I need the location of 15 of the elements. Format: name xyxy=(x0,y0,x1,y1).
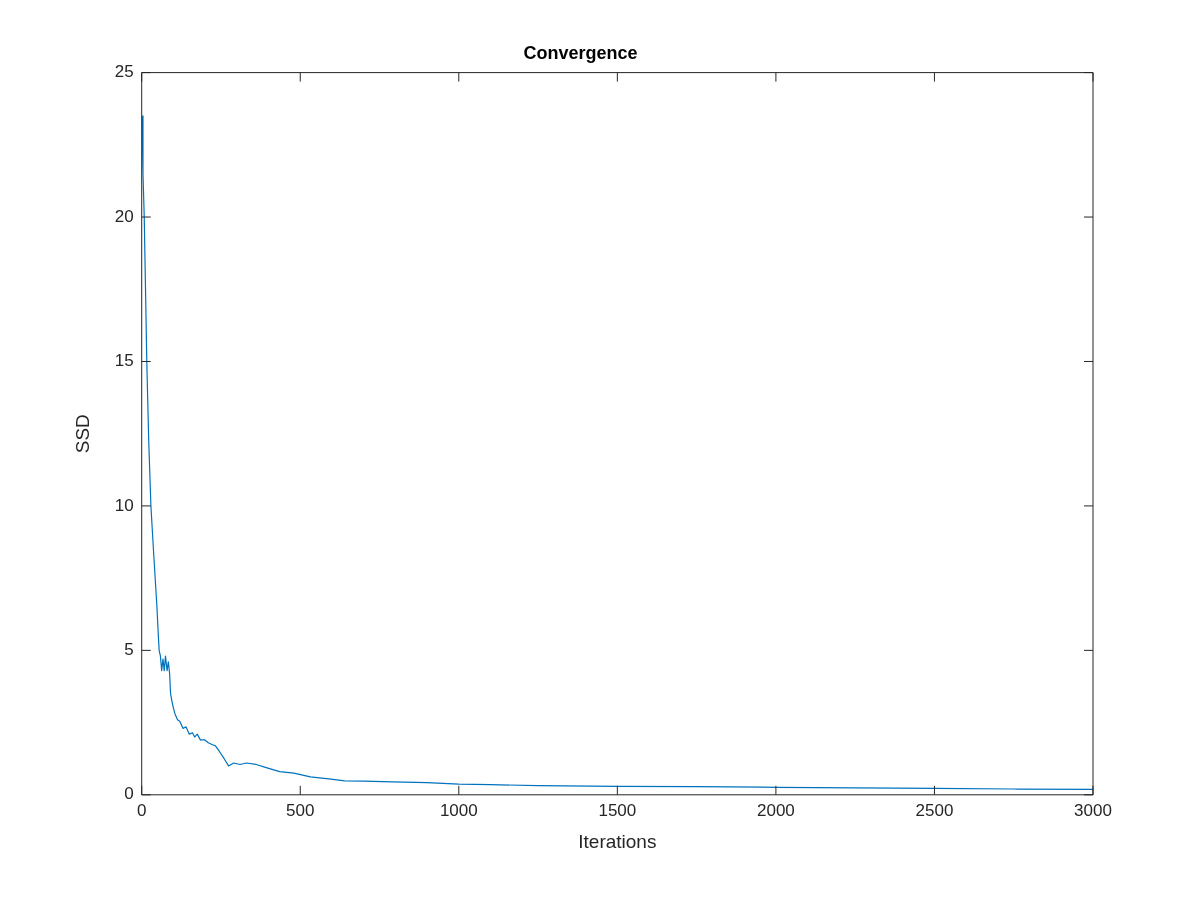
x-tick-label: 1000 xyxy=(439,800,478,820)
y-tick-label: 15 xyxy=(114,351,134,371)
y-axis-title: SSD xyxy=(71,414,93,454)
y-tick-label: 5 xyxy=(124,640,134,660)
y-tick-label: 0 xyxy=(124,784,134,804)
y-tick-label: 10 xyxy=(114,495,134,515)
x-tick-label: 2500 xyxy=(915,800,954,820)
x-tick-label: 1500 xyxy=(598,800,637,820)
x-tick-label: 3000 xyxy=(1074,800,1112,820)
x-tick-label: 2000 xyxy=(756,800,795,820)
x-axis-title: Iterations xyxy=(578,830,657,852)
y-tick-label: 20 xyxy=(114,206,134,226)
y-tick-label: 25 xyxy=(114,62,134,82)
x-tick-label: 500 xyxy=(286,800,315,820)
chart-title: Convergence xyxy=(523,42,638,63)
